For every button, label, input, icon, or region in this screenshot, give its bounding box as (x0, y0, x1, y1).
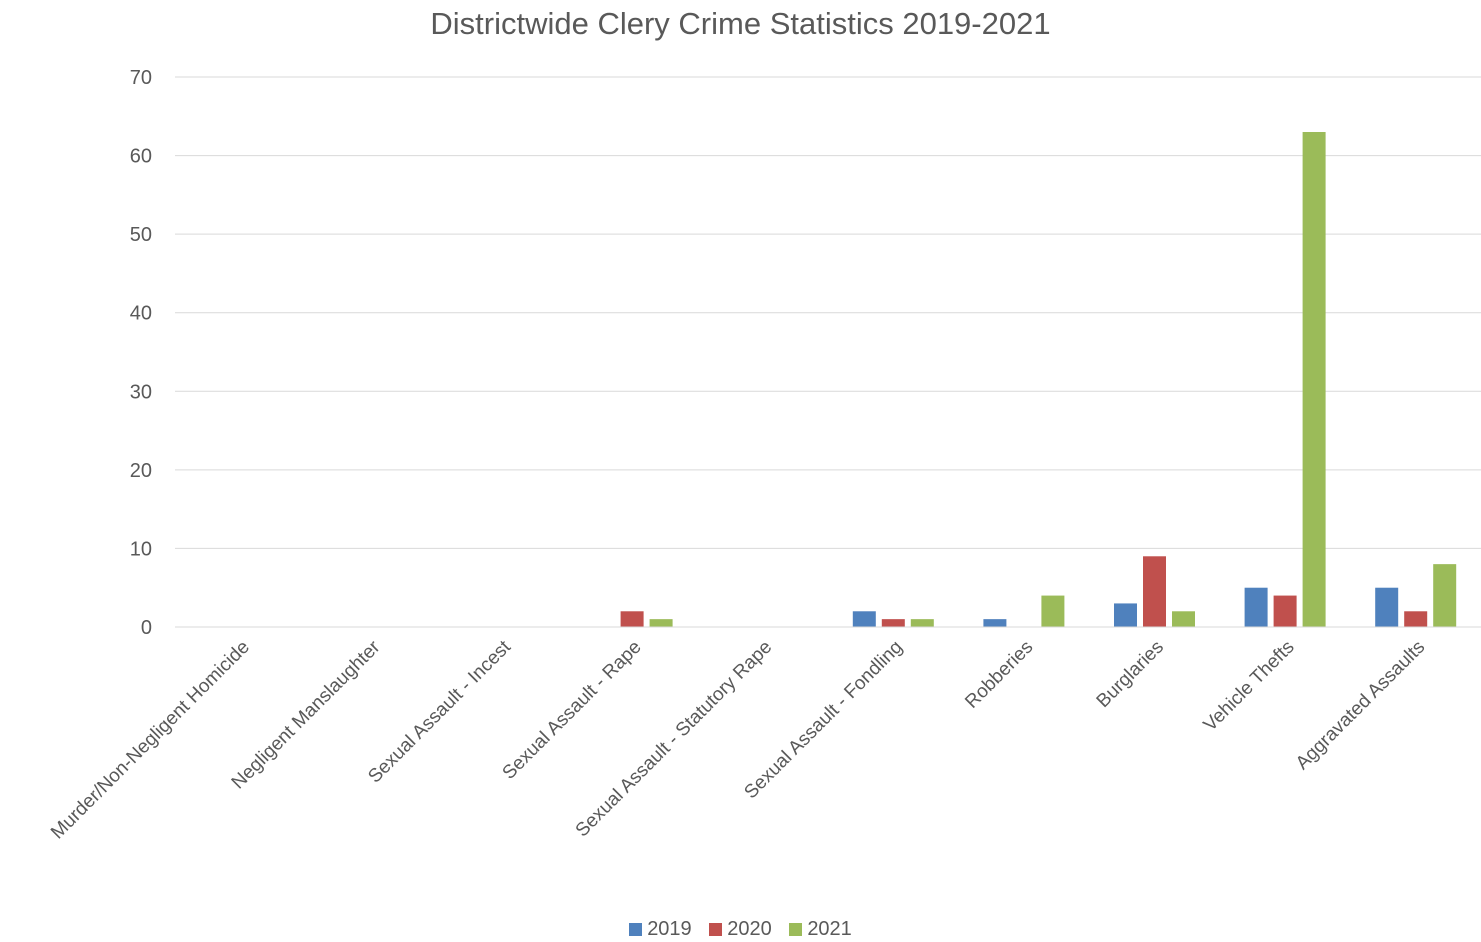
y-tick-label-0: 0 (141, 617, 152, 639)
bar-2019-5 (852, 611, 876, 627)
bar-2021-6 (1041, 595, 1065, 627)
bar-2019-7 (1114, 603, 1137, 627)
legend-swatch-2021 (789, 923, 803, 936)
bar-2019-9 (1375, 587, 1399, 627)
legend-item-2020: 2020 (709, 918, 772, 941)
chart-title: Districtwide Clery Crime Statistics 2019… (430, 6, 1051, 41)
bars (620, 132, 1457, 627)
y-tick-label-30: 30 (130, 381, 152, 403)
x-tick-label-6: Robberies (961, 637, 1037, 713)
y-tick-label-60: 60 (130, 146, 152, 168)
bar-2020-7 (1143, 556, 1166, 627)
bar-2019-8 (1244, 587, 1268, 627)
x-tick-label-0: Murder/Non-Negligent Homicide (47, 637, 254, 844)
x-tick-label-1: Negligent Manslaughter (228, 636, 385, 793)
y-tick-label-50: 50 (130, 224, 152, 246)
bar-2019-6 (983, 619, 1007, 627)
bar-2021-5 (910, 619, 934, 627)
bar-2020-3 (620, 611, 644, 627)
bar-2021-7 (1172, 611, 1195, 627)
legend-label-2019: 2019 (647, 918, 692, 940)
legend-item-2021: 2021 (789, 918, 852, 941)
bar-2021-8 (1302, 132, 1326, 627)
legend-label-2021: 2021 (807, 918, 852, 940)
y-tick-label-10: 10 (130, 538, 152, 560)
gridlines (175, 76, 1481, 549)
y-axis-tick-labels: 0 10 20 30 40 50 60 70 (130, 67, 152, 639)
bar-2021-9 (1433, 564, 1457, 627)
x-tick-label-7: Burglaries (1093, 637, 1168, 712)
legend: 2019 2020 2021 (0, 918, 1481, 941)
x-tick-label-3: Sexual Assault - Rape (499, 637, 646, 784)
legend-label-2020: 2020 (727, 918, 772, 940)
y-tick-label-40: 40 (130, 303, 152, 325)
bar-2021-3 (649, 619, 673, 627)
y-tick-label-70: 70 (130, 67, 152, 89)
legend-item-2019: 2019 (629, 918, 692, 941)
bar-2020-5 (881, 619, 905, 627)
y-tick-label-20: 20 (130, 460, 152, 482)
legend-swatch-2020 (709, 923, 723, 936)
x-tick-label-2: Sexual Assault - Incest (364, 636, 515, 787)
x-tick-label-9: Aggravated Assaults (1292, 637, 1429, 774)
bar-2020-9 (1404, 611, 1428, 627)
legend-swatch-2019 (629, 923, 643, 936)
bar-2020-8 (1273, 595, 1297, 627)
x-tick-label-8: Vehicle Thefts (1200, 637, 1299, 736)
